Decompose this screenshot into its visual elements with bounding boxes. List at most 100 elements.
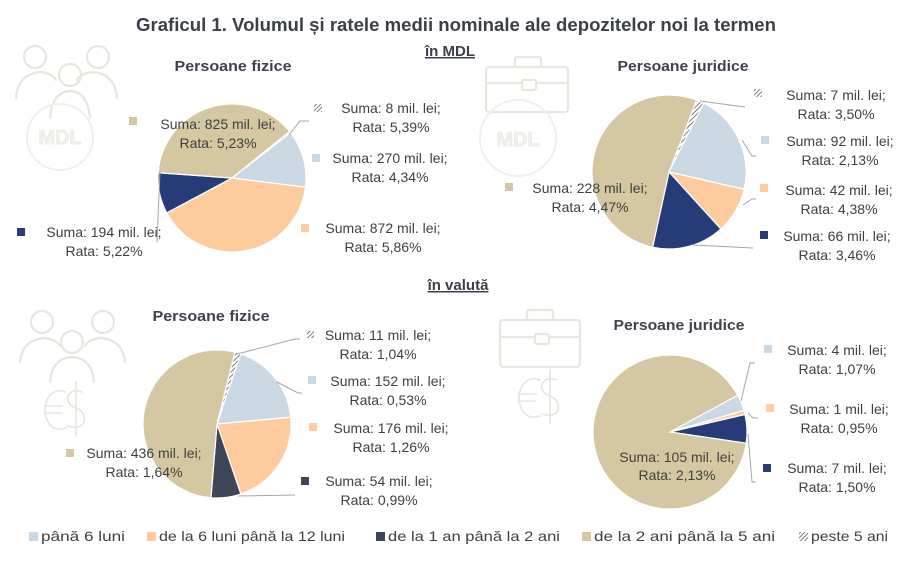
label-swatch <box>308 376 316 384</box>
label-swatch <box>307 331 314 338</box>
pie-slice-de-la-1-an-pana-la-2-ani <box>651 170 722 250</box>
data-label: Suma: 152 mil. lei; Rata: 0,53% <box>308 373 446 408</box>
legend-swatch <box>376 532 385 541</box>
data-label: Suma: 8 mil. lei; Rata: 5,39% <box>314 100 441 135</box>
label-suma: Suma: 270 mil. lei; <box>332 150 447 166</box>
leader-line <box>740 362 755 402</box>
data-label: Suma: 105 mil. lei; Rata: 2,13% <box>619 449 734 483</box>
leader-line <box>747 412 758 419</box>
data-label: Suma: 825 mil. lei; Rata: 5,23% <box>129 116 276 151</box>
label-swatch <box>505 183 513 191</box>
label-suma: Suma: 105 mil. lei; <box>619 449 734 465</box>
leader-line <box>237 494 296 497</box>
label-rata: Rata: 4,47% <box>551 199 628 215</box>
data-label: Suma: 7 mil. lei; Rata: 3,50% <box>754 87 886 122</box>
leader-line <box>288 120 309 136</box>
label-rata: Rata: 1,07% <box>798 361 875 377</box>
pie-slice-de-la-6-luni-pana-la-12-luni <box>165 177 307 253</box>
data-label: Suma: 270 mil. lei; Rata: 4,34% <box>312 150 448 185</box>
data-label: Suma: 436 mil. lei; Rata: 1,64% <box>66 445 202 480</box>
pie-slice-de-la-2-ani-pana-la-5-ani <box>592 354 747 510</box>
leader-line <box>276 381 302 394</box>
label-swatch <box>760 184 768 192</box>
label-suma: Suma: 228 mil. lei; <box>532 180 647 196</box>
data-label: Suma: 194 mil. lei; Rata: 5,22% <box>17 224 162 259</box>
legend-label: de la 1 an până la 2 ani <box>388 528 560 544</box>
leader-line <box>741 139 756 157</box>
chart-title-valuta-fizice: Persoane fizice <box>153 308 270 325</box>
chart-title-valuta-juridice: Persoane juridice <box>614 317 745 334</box>
data-label: Suma: 176 mil. lei; Rata: 1,26% <box>309 420 449 455</box>
mdl-coin-icon: MDL <box>26 103 94 171</box>
label-rata: Rata: 4,34% <box>351 169 428 185</box>
leader-line <box>742 198 756 206</box>
pie-chart-valuta-juridice <box>592 354 748 510</box>
leader-lines <box>156 100 758 497</box>
label-suma: Suma: 92 mil. lei; <box>786 133 893 149</box>
legend-label: de la 6 luni până la 12 luni <box>159 528 345 544</box>
label-swatch <box>766 404 774 412</box>
label-rata: Rata: 0,53% <box>349 392 426 408</box>
label-suma: Suma: 176 mil. lei; <box>333 420 448 436</box>
legend-swatch <box>799 532 808 541</box>
mdl-coin-text: MDL <box>38 127 81 149</box>
data-label: Suma: 42 mil. lei; Rata: 4,38% <box>760 182 893 217</box>
label-suma: Suma: 8 mil. lei; <box>341 100 441 116</box>
label-rata: Rata: 3,46% <box>798 247 875 263</box>
label-swatch <box>66 449 74 457</box>
legend: până 6 luni de la 6 luni până la 12 luni… <box>29 528 888 544</box>
legend-item[interactable]: de la 2 ani până la 5 ani <box>582 528 775 544</box>
pie-chart-mdl-fizice <box>157 103 307 253</box>
legend-swatch <box>582 532 591 541</box>
label-swatch <box>129 117 137 125</box>
mdl-coin-icon: MDL <box>479 99 557 177</box>
label-swatch <box>309 423 317 431</box>
label-suma: Suma: 872 mil. lei; <box>325 220 440 236</box>
label-rata: Rata: 1,26% <box>352 439 429 455</box>
euro-dollar-icon <box>43 381 86 437</box>
label-suma: Suma: 7 mil. lei; <box>786 87 886 103</box>
pie-slice-pana-6-luni <box>230 131 307 188</box>
leader-line <box>747 433 756 483</box>
pie-chart-valuta-fizice <box>142 349 292 499</box>
label-swatch <box>761 136 769 144</box>
people-icon <box>18 309 127 384</box>
legend-item[interactable]: de la 1 an până la 2 ani <box>376 528 560 544</box>
data-label: Suma: 7 mil. lei; Rata: 1,50% <box>763 460 887 495</box>
leader-line <box>699 100 746 108</box>
label-suma: Suma: 7 mil. lei; <box>787 460 887 476</box>
label-swatch <box>17 228 25 236</box>
label-swatch <box>754 89 762 97</box>
label-rata: Rata: 2,13% <box>638 467 715 483</box>
leader-line <box>692 244 754 249</box>
label-rata: Rata: 1,64% <box>105 464 182 480</box>
pie-slice-de-la-2-ani-pana-la-5-ani <box>157 103 291 179</box>
label-rata: Rata: 2,13% <box>801 152 878 168</box>
label-swatch <box>763 464 771 472</box>
legend-item[interactable]: de la 6 luni până la 12 luni <box>147 528 345 544</box>
euro-dollar-icon <box>517 369 560 425</box>
data-label: Suma: 4 mil. lei; Rata: 1,07% <box>764 342 887 377</box>
data-label: Suma: 872 mil. lei; Rata: 5,86% <box>301 220 441 255</box>
data-label: Suma: 54 mil. lei; Rata: 0,99% <box>301 473 433 508</box>
figure-title: Graficul 1. Volumul și ratele medii nomi… <box>136 15 776 35</box>
label-rata: Rata: 3,50% <box>797 106 874 122</box>
legend-swatch <box>29 532 38 541</box>
label-suma: Suma: 194 mil. lei; <box>46 224 161 240</box>
label-suma: Suma: 152 mil. lei; <box>330 373 445 389</box>
section-heading-valuta: în valută <box>427 277 490 294</box>
pie-slice-de-la-2-ani-pana-la-5-ani <box>591 94 698 248</box>
label-suma: Suma: 436 mil. lei; <box>86 445 201 461</box>
label-swatch <box>301 477 309 485</box>
data-label: Suma: 228 mil. lei; Rata: 4,47% <box>505 180 648 215</box>
data-label: Suma: 66 mil. lei; Rata: 3,46% <box>760 228 891 263</box>
legend-label: până 6 luni <box>41 528 125 544</box>
leader-line <box>236 338 300 355</box>
data-label: Suma: 92 mil. lei; Rata: 2,13% <box>761 133 894 168</box>
label-rata: Rata: 1,50% <box>798 479 875 495</box>
label-swatch <box>760 231 768 239</box>
legend-item[interactable]: până 6 luni <box>29 528 125 544</box>
legend-item[interactable]: peste 5 ani <box>799 528 888 544</box>
leader-line <box>156 170 161 243</box>
label-rata: Rata: 1,04% <box>339 346 416 362</box>
